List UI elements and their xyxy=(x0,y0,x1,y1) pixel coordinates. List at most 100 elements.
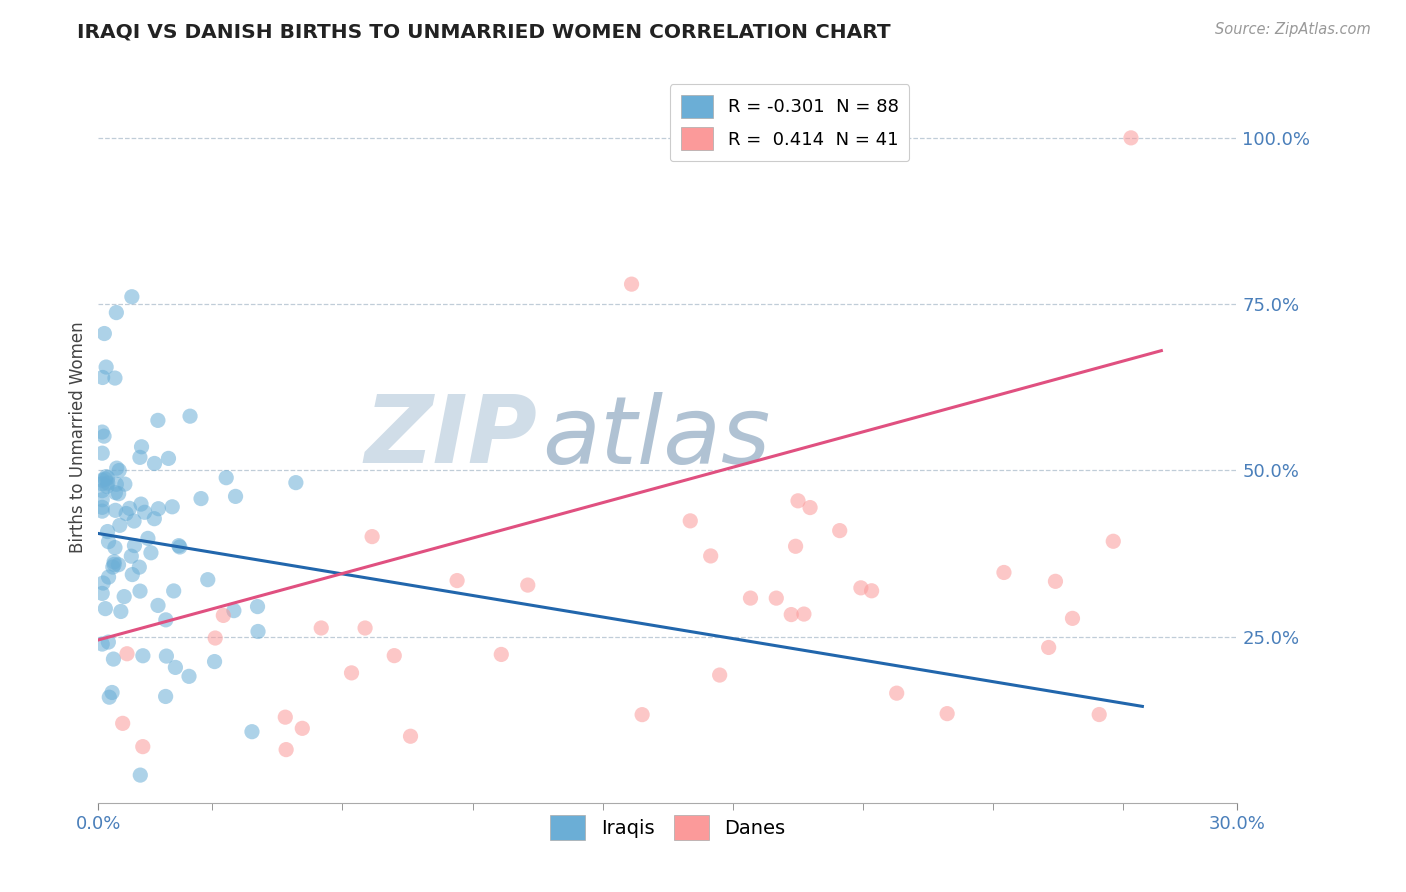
Point xyxy=(122,514,145,528)
Point xyxy=(132,739,155,754)
Point xyxy=(780,607,803,622)
Point xyxy=(146,599,169,613)
Point xyxy=(204,655,226,669)
Point xyxy=(93,429,115,443)
Text: Source: ZipAtlas.com: Source: ZipAtlas.com xyxy=(1215,22,1371,37)
Point xyxy=(197,573,219,587)
Point xyxy=(849,581,872,595)
Point xyxy=(204,631,226,645)
Point xyxy=(136,532,159,546)
Point xyxy=(709,668,731,682)
Point xyxy=(146,413,169,427)
Point xyxy=(91,637,114,651)
Point xyxy=(104,485,127,500)
Point xyxy=(97,570,120,584)
Point xyxy=(118,501,141,516)
Point xyxy=(799,500,821,515)
Point xyxy=(828,524,851,538)
Point xyxy=(361,530,384,544)
Point xyxy=(115,647,138,661)
Point xyxy=(179,409,201,424)
Point xyxy=(1062,611,1084,625)
Point xyxy=(107,558,129,572)
Point xyxy=(94,359,117,374)
Point xyxy=(94,472,117,486)
Point xyxy=(97,471,120,485)
Point xyxy=(155,649,177,664)
Point xyxy=(96,479,118,493)
Point xyxy=(167,539,190,553)
Point xyxy=(699,549,721,563)
Point xyxy=(446,574,468,588)
Point xyxy=(276,742,298,756)
Point xyxy=(94,601,117,615)
Point xyxy=(107,486,129,500)
Point xyxy=(104,503,127,517)
Point xyxy=(169,540,191,554)
Point xyxy=(94,469,117,483)
Point xyxy=(91,504,114,518)
Point xyxy=(111,716,134,731)
Point xyxy=(101,560,124,574)
Point xyxy=(120,549,142,564)
Point xyxy=(155,690,177,704)
Point xyxy=(163,583,186,598)
Point xyxy=(222,604,245,618)
Point xyxy=(765,591,787,606)
Point xyxy=(679,514,702,528)
Point xyxy=(91,425,114,439)
Point xyxy=(134,505,156,519)
Point xyxy=(112,590,135,604)
Point xyxy=(131,440,153,454)
Point xyxy=(491,648,513,662)
Point xyxy=(103,652,125,666)
Point xyxy=(101,685,124,699)
Point xyxy=(129,450,152,465)
Point xyxy=(1102,534,1125,549)
Point xyxy=(157,451,180,466)
Point xyxy=(97,534,120,549)
Point xyxy=(121,567,143,582)
Point xyxy=(215,471,238,485)
Point xyxy=(97,635,120,649)
Point xyxy=(97,524,120,539)
Point xyxy=(98,690,121,705)
Point xyxy=(886,686,908,700)
Point xyxy=(91,500,114,515)
Point xyxy=(177,669,200,683)
Point xyxy=(108,518,131,533)
Point xyxy=(740,591,762,606)
Point xyxy=(124,539,146,553)
Point xyxy=(91,586,114,600)
Point xyxy=(1119,131,1142,145)
Point xyxy=(516,578,538,592)
Point xyxy=(247,624,270,639)
Point xyxy=(114,477,136,491)
Text: atlas: atlas xyxy=(543,392,770,483)
Point xyxy=(190,491,212,506)
Point xyxy=(148,501,170,516)
Point xyxy=(93,326,115,341)
Point xyxy=(91,476,114,491)
Point xyxy=(212,608,235,623)
Point xyxy=(143,511,166,525)
Point xyxy=(793,607,815,621)
Point xyxy=(129,584,152,599)
Point xyxy=(105,305,128,319)
Point xyxy=(104,541,127,555)
Text: IRAQI VS DANISH BIRTHS TO UNMARRIED WOMEN CORRELATION CHART: IRAQI VS DANISH BIRTHS TO UNMARRIED WOME… xyxy=(77,22,891,41)
Point xyxy=(399,729,422,743)
Point xyxy=(162,500,184,514)
Point xyxy=(860,583,883,598)
Point xyxy=(631,707,654,722)
Point xyxy=(382,648,405,663)
Point xyxy=(155,613,177,627)
Point xyxy=(105,461,128,475)
Point xyxy=(103,558,125,572)
Point xyxy=(91,492,114,507)
Point xyxy=(165,660,187,674)
Point xyxy=(91,473,114,487)
Point xyxy=(132,648,155,663)
Point xyxy=(340,665,363,680)
Point xyxy=(246,599,269,614)
